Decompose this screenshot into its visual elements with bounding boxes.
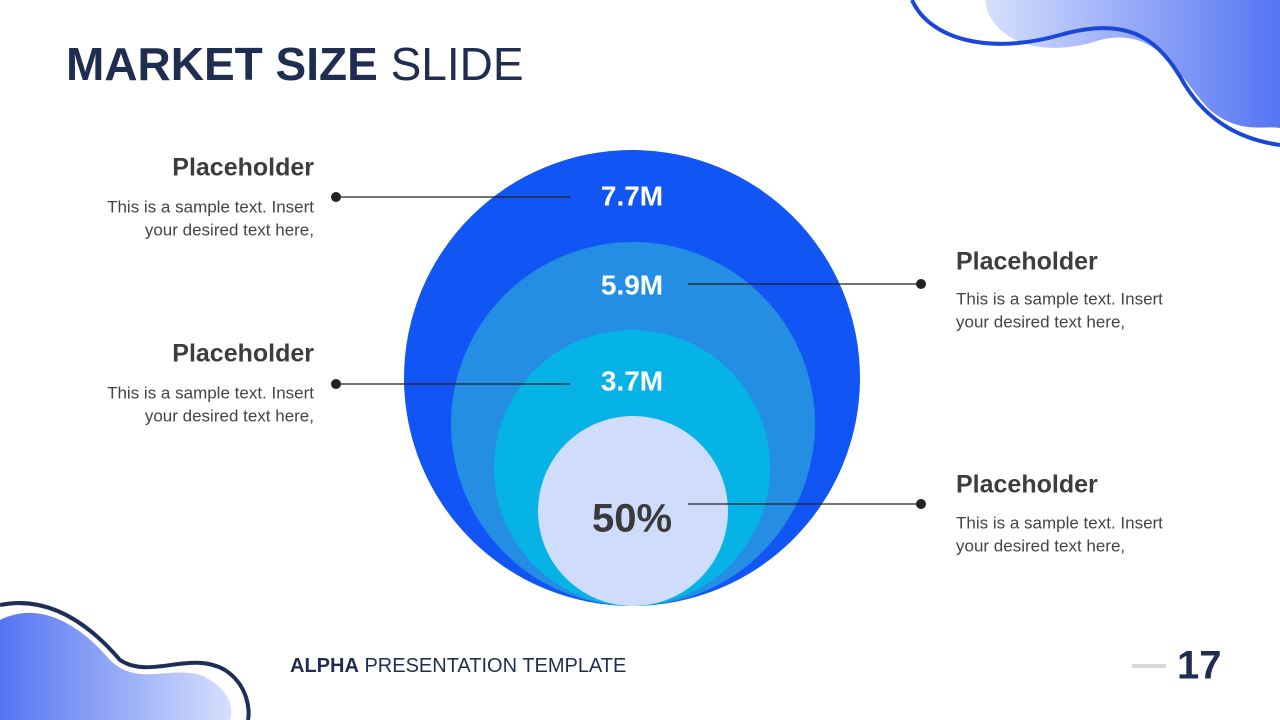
circle-label: 5.9M	[601, 269, 663, 300]
blob-top-right-outline	[910, 0, 1280, 147]
footer-bold: ALPHA	[290, 655, 359, 677]
blob-bottom-left	[0, 612, 232, 720]
circle-label: 50%	[592, 497, 672, 541]
callout-text: This is a sample text. Insert	[956, 513, 1163, 532]
blob-bottom-left-outline	[0, 601, 251, 720]
footer-rest: PRESENTATION TEMPLATE	[364, 655, 626, 677]
callout-text: This is a sample text. Insert	[956, 289, 1163, 308]
callout-text: your desired text here,	[145, 220, 314, 239]
page-number: 17	[1177, 644, 1222, 688]
callout-text: your desired text here,	[145, 406, 314, 425]
slide-title: MARKET SIZE SLIDE	[66, 38, 524, 90]
circle-inner	[538, 416, 728, 606]
callout-text: your desired text here,	[956, 536, 1125, 555]
circle-label: 7.7M	[601, 180, 663, 211]
callout-heading: Placeholder	[956, 471, 1098, 499]
title-rest: SLIDE	[391, 38, 524, 90]
connector-dot	[331, 379, 341, 389]
callout-heading: Placeholder	[956, 248, 1098, 276]
circle-label: 3.7M	[601, 365, 663, 396]
blob-top-right	[985, 0, 1280, 128]
callout-heading: Placeholder	[172, 154, 314, 182]
title-bold: MARKET SIZE	[66, 38, 378, 90]
connector-dot	[916, 499, 926, 509]
callout-text: your desired text here,	[956, 312, 1125, 331]
connector-dot	[331, 192, 341, 202]
footer-brand: ALPHA PRESENTATION TEMPLATE	[290, 655, 626, 677]
callout-heading: Placeholder	[172, 340, 314, 368]
callout-text: This is a sample text. Insert	[107, 197, 314, 216]
callout-text: This is a sample text. Insert	[107, 383, 314, 402]
connector-dot	[916, 279, 926, 289]
